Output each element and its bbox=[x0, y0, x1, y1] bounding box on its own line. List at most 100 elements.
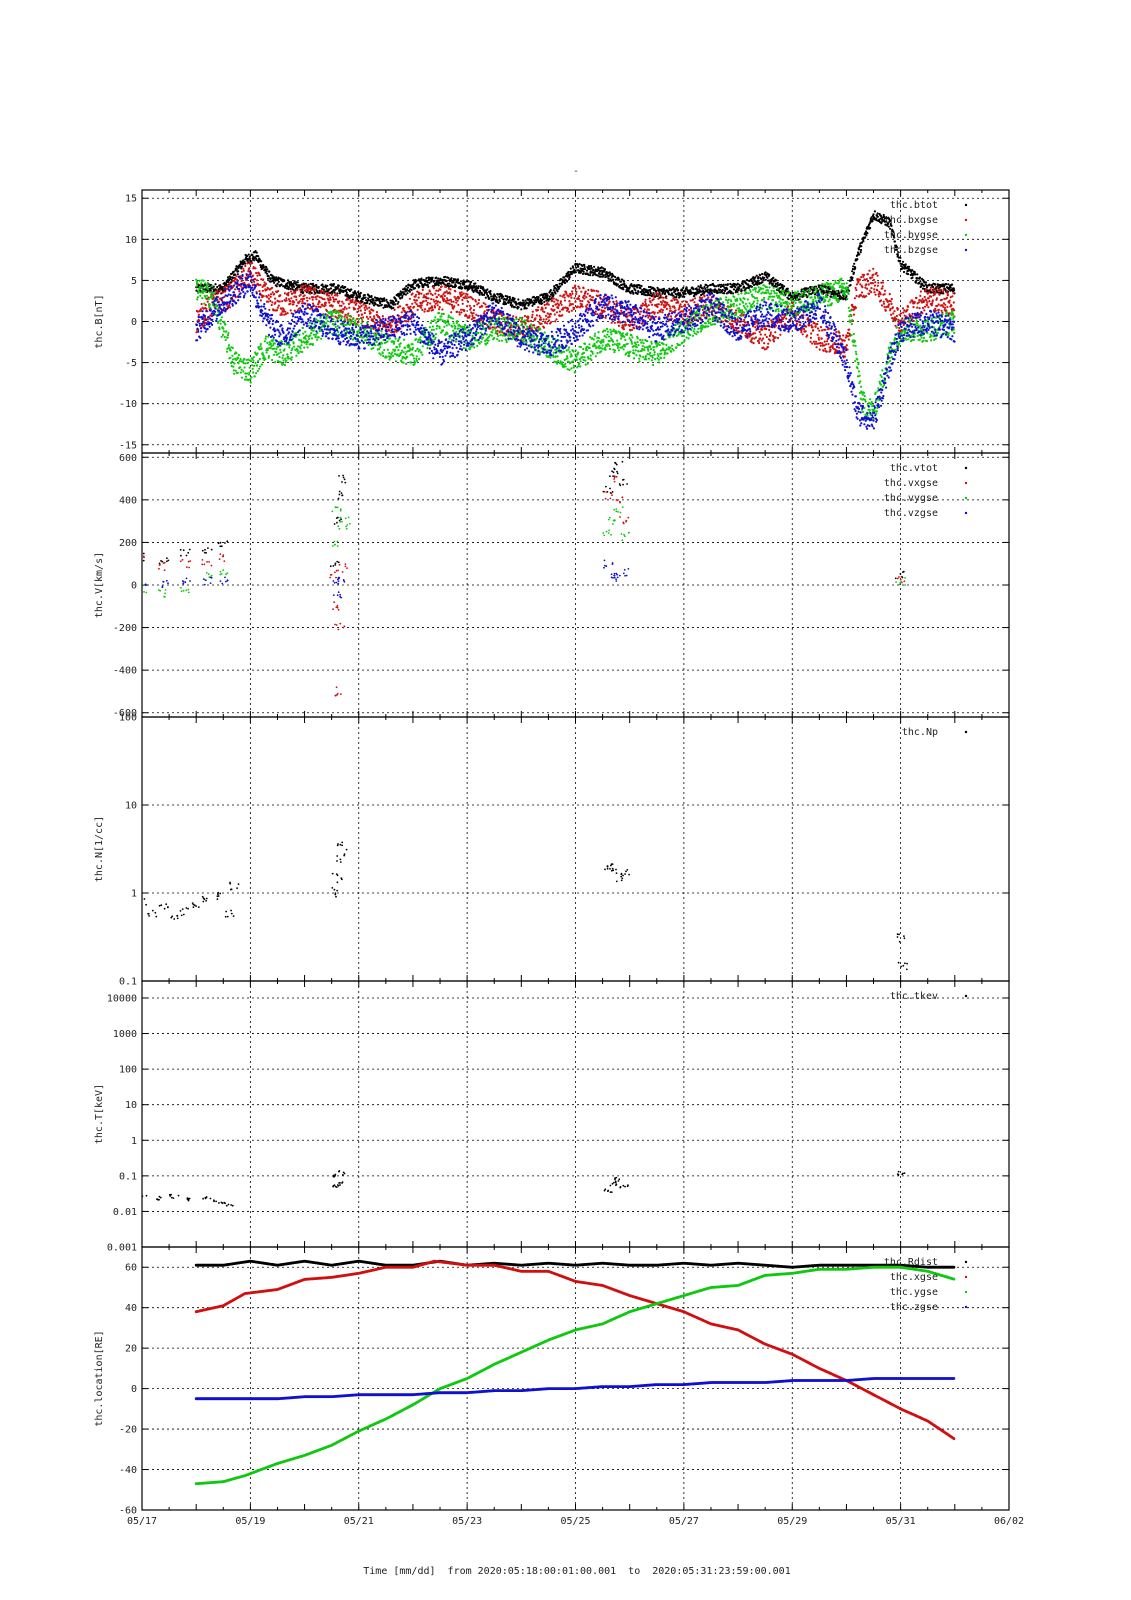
data-point bbox=[368, 306, 371, 309]
data-point bbox=[329, 287, 333, 290]
data-point bbox=[948, 299, 951, 302]
data-point bbox=[345, 291, 348, 294]
data-point bbox=[678, 306, 681, 309]
data-point bbox=[233, 280, 236, 283]
data-point bbox=[718, 283, 721, 286]
data-point bbox=[414, 293, 418, 296]
data-point bbox=[808, 292, 811, 295]
data-point bbox=[196, 310, 199, 313]
data-point bbox=[854, 286, 857, 290]
data-point bbox=[332, 284, 335, 287]
data-point bbox=[492, 310, 495, 313]
data-point bbox=[544, 314, 548, 317]
data-point bbox=[708, 310, 711, 313]
data-point bbox=[340, 304, 343, 307]
data-point bbox=[927, 297, 930, 300]
data-point bbox=[664, 291, 667, 294]
chart-title: - bbox=[573, 166, 579, 177]
data-point bbox=[944, 303, 947, 306]
data-point bbox=[886, 224, 889, 227]
data-point bbox=[444, 275, 447, 278]
data-point bbox=[657, 294, 660, 297]
data-point bbox=[248, 366, 251, 369]
data-point bbox=[266, 277, 270, 280]
data-point bbox=[233, 362, 236, 365]
data-point bbox=[273, 293, 276, 296]
data-point bbox=[240, 285, 243, 288]
data-point bbox=[275, 285, 278, 288]
data-point bbox=[309, 286, 313, 289]
data-point bbox=[383, 299, 386, 302]
data-point bbox=[260, 363, 263, 366]
data-point bbox=[551, 299, 554, 302]
data-point bbox=[800, 328, 803, 331]
data-point bbox=[395, 299, 398, 302]
data-point bbox=[472, 284, 475, 287]
data-point bbox=[466, 293, 469, 296]
data-point bbox=[719, 288, 722, 291]
data-point bbox=[486, 288, 489, 291]
data-point bbox=[589, 274, 592, 277]
data-point bbox=[814, 340, 818, 343]
data-point bbox=[259, 299, 262, 302]
data-point bbox=[824, 328, 827, 331]
data-point bbox=[474, 300, 477, 303]
data-point bbox=[464, 295, 467, 298]
data-point bbox=[275, 351, 278, 354]
data-point bbox=[570, 309, 573, 312]
data-point bbox=[872, 273, 875, 276]
data-point bbox=[371, 302, 374, 305]
data-point bbox=[906, 308, 909, 311]
data-point bbox=[581, 264, 584, 267]
data-point bbox=[741, 283, 744, 286]
data-point bbox=[924, 288, 928, 291]
data-point bbox=[236, 278, 239, 282]
y-tick-label: -10 bbox=[119, 399, 137, 410]
data-point bbox=[261, 289, 264, 292]
data-point bbox=[546, 296, 549, 299]
data-point bbox=[574, 300, 577, 303]
data-point bbox=[256, 352, 259, 355]
data-point bbox=[218, 328, 221, 331]
data-point bbox=[614, 275, 617, 279]
data-point bbox=[459, 280, 463, 283]
data-point bbox=[883, 289, 887, 292]
data-point bbox=[328, 288, 331, 291]
data-point bbox=[353, 301, 356, 304]
data-point bbox=[312, 329, 315, 332]
data-point bbox=[240, 267, 243, 270]
data-point bbox=[467, 300, 470, 303]
data-point bbox=[578, 287, 581, 290]
data-point bbox=[223, 335, 226, 338]
data-point bbox=[776, 336, 780, 340]
data-point bbox=[281, 362, 284, 366]
data-point bbox=[430, 298, 433, 301]
data-point bbox=[902, 270, 906, 274]
data-point bbox=[287, 291, 290, 294]
y-tick-label: 0 bbox=[131, 317, 137, 328]
data-point bbox=[952, 287, 955, 290]
data-point bbox=[659, 293, 662, 296]
data-point bbox=[714, 285, 718, 288]
data-point bbox=[865, 234, 868, 237]
data-point bbox=[640, 291, 643, 294]
data-point bbox=[586, 303, 589, 306]
data-point bbox=[250, 376, 253, 379]
data-point bbox=[923, 309, 926, 312]
data-point bbox=[401, 296, 404, 299]
data-point bbox=[899, 312, 903, 315]
data-point bbox=[251, 283, 254, 287]
data-point bbox=[552, 293, 555, 297]
data-point bbox=[277, 304, 280, 307]
data-point bbox=[684, 305, 687, 308]
data-point bbox=[868, 269, 871, 272]
data-point bbox=[234, 288, 237, 291]
data-point bbox=[472, 309, 475, 312]
data-point bbox=[921, 306, 925, 310]
data-point bbox=[589, 270, 592, 273]
data-point bbox=[568, 300, 571, 303]
data-point bbox=[912, 319, 915, 322]
data-point bbox=[262, 278, 265, 281]
data-point bbox=[273, 277, 276, 280]
data-point bbox=[355, 302, 358, 305]
